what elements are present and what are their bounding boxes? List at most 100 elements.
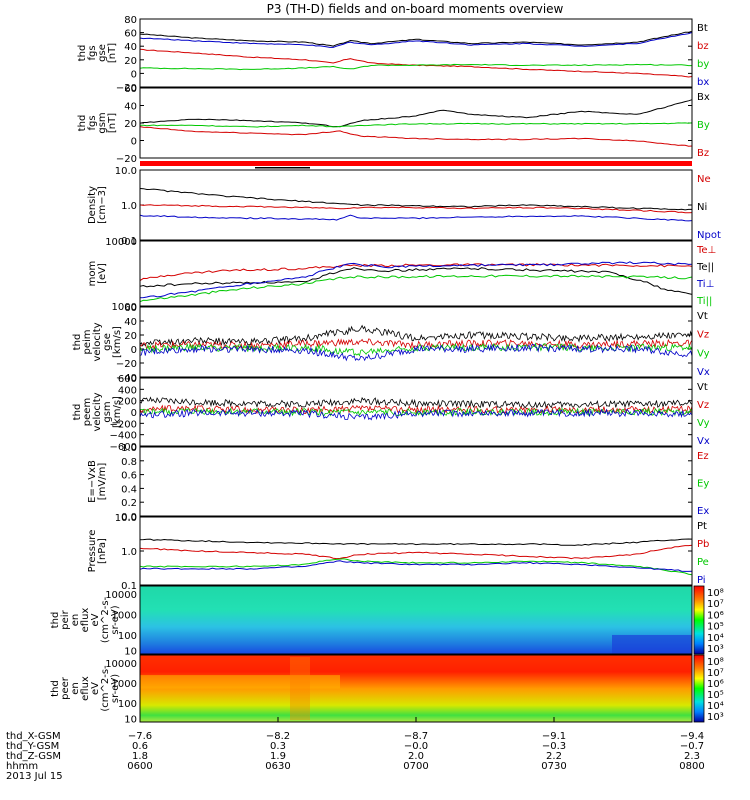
mode-bar-tick	[255, 167, 310, 169]
series-Bt	[139, 30, 693, 47]
y-tick-label: 100	[118, 631, 137, 642]
panel-density: Density [cm−3] 10.0 1.0 0.1 Ne Ni Npot	[87, 166, 721, 247]
colorbar-tick-label: 10³	[707, 712, 724, 723]
y-tick-label: 1000	[112, 302, 137, 313]
y-tick-label: −400	[110, 431, 137, 442]
series-Vt	[139, 324, 693, 347]
y-tick-label: 10000	[105, 590, 137, 601]
legend-Npot: Npot	[697, 230, 721, 241]
legend-Vx: Vx	[697, 436, 710, 447]
panel-ylabel: (cm^2-s-	[100, 596, 111, 643]
y-tick-label: 1.0	[121, 443, 137, 454]
y-tick-label: 1000	[112, 611, 137, 622]
panel-ylabel: [mV/m]	[97, 463, 108, 501]
legend-By: By	[697, 120, 710, 131]
legend-Vy: Vy	[697, 418, 710, 429]
legend-Bt: Bt	[697, 23, 708, 34]
panel-temp: mom [eV] 10000 1000 Te⊥ Te|| Ti⊥ Ti||	[87, 237, 716, 313]
panel-frame	[139, 18, 693, 88]
y-tick-label: 10.0	[115, 513, 137, 524]
panel-efield: E=−VxB [mV/m] 1.0 0.8 0.6 0.4 0.2 0.0 Ez Ey Ex	[87, 443, 709, 523]
y-tick-label: 1.0	[121, 201, 137, 212]
series-bx	[139, 31, 693, 48]
series-Pe	[139, 558, 693, 576]
series-Vz	[139, 338, 693, 351]
series-Vx	[139, 343, 693, 362]
y-tick-label: 20	[124, 56, 137, 67]
y-tick-label: 0.1	[121, 581, 137, 592]
x-axis-value: −8.2	[266, 731, 290, 742]
panel-ylabel: sr-eV)	[110, 605, 121, 634]
panel-ylabel: [cm−3]	[97, 186, 108, 224]
colorbar-tick-label: 10⁵	[707, 622, 724, 633]
legend-Te||: Te||	[696, 262, 714, 273]
panel-peir: thd peir en eflux eV (cm^2-s-sr-eV) 10000 1000 1…	[50, 585, 724, 658]
panel-ylabel: peer	[60, 676, 71, 700]
spectrogram-patch	[612, 634, 692, 654]
series-Ti⊥	[139, 261, 693, 299]
y-tick-label: 200	[118, 397, 137, 408]
x-axis-date: 2013 Jul 15	[6, 771, 63, 782]
series-Te⊥	[139, 263, 693, 282]
y-tick-label: −600	[110, 442, 137, 453]
y-tick-label: −20	[116, 83, 137, 94]
colorbar-tick-label: 10⁵	[707, 690, 724, 701]
x-axis-value: 0630	[265, 761, 290, 772]
y-tick-label: −40	[116, 373, 137, 384]
y-tick-label: 10.0	[115, 166, 137, 177]
colorbar-tick-label: 10⁴	[707, 633, 724, 644]
legend-Vt: Vt	[697, 382, 708, 393]
legend-Pb: Pb	[697, 539, 709, 550]
x-axis-row-label: thd_X-GSM	[6, 731, 61, 742]
panel-ylabel: sr-eV)	[110, 674, 121, 703]
panel-ylabel: gsm	[102, 401, 113, 422]
legend-Ez: Ez	[697, 451, 709, 462]
panel-ylabel: (cm^2-s-	[100, 665, 111, 712]
legend-Vx: Vx	[697, 367, 710, 378]
series-Bx	[139, 99, 693, 128]
x-axis-value: −0.0	[404, 741, 428, 752]
x-axis-value: 0730	[541, 761, 566, 772]
series-Ni	[139, 188, 692, 211]
panel-pressure: Pressure [nPa] 10.0 1.0 0.1 Pt Pb Pe Pi	[87, 513, 709, 592]
y-tick-label: 40	[124, 317, 137, 328]
y-tick-label: 0.8	[121, 457, 137, 468]
y-tick-label: 10	[124, 715, 137, 726]
y-tick-label: 80	[124, 15, 137, 26]
x-axis-value: 1.9	[270, 751, 286, 762]
panel-vel_peem: thd peem velocity gsm [km/s]6004002000−200−4…	[72, 374, 710, 453]
spectrogram	[140, 586, 692, 654]
colorbar	[693, 585, 705, 655]
legend-Te⊥: Te⊥	[696, 245, 716, 256]
x-axis-value: −0.7	[680, 741, 704, 752]
legend-Ti||: Ti||	[696, 296, 712, 307]
legend-Pi: Pi	[697, 575, 706, 586]
colorbar-tick-label: 10⁶	[707, 679, 724, 690]
panel-ylabel: gsm	[97, 112, 108, 133]
panel-ylabel: [nT]	[107, 113, 118, 133]
panel-frame	[139, 87, 693, 159]
spectrogram-patch	[290, 657, 310, 720]
legend-Vy: Vy	[697, 348, 710, 359]
x-axis-row-label: hhmm	[6, 761, 38, 772]
panel-ylabel: [km/s]	[112, 326, 123, 358]
legend-Vz: Vz	[697, 330, 709, 341]
panel-ylabel: fgs	[87, 115, 98, 130]
panel-ylabel: thd	[72, 404, 83, 421]
y-tick-label: 0.1	[121, 236, 137, 247]
x-axis-value: 2.3	[684, 751, 700, 762]
x-axis-value: 2.2	[546, 751, 562, 762]
legend-Bz: Bz	[697, 148, 709, 159]
y-tick-label: −200	[110, 419, 137, 430]
colorbar-tick-label: 10⁴	[707, 701, 724, 712]
colorbar-tick-label: 10⁷	[707, 668, 724, 679]
panel-ylabel: thd	[77, 115, 88, 132]
y-tick-label: 40	[124, 102, 137, 113]
series-Vz	[139, 404, 693, 415]
x-axis-value: −9.4	[680, 731, 704, 742]
panel-fgs_gsm: thd fgs gsm [nT] 60 40 20 0 −20 Bx By Bz	[77, 84, 710, 165]
y-tick-label: 10000	[105, 659, 137, 670]
legend-Ti⊥: Ti⊥	[696, 279, 714, 290]
colorbar-tick-label: 10⁸	[707, 657, 724, 668]
